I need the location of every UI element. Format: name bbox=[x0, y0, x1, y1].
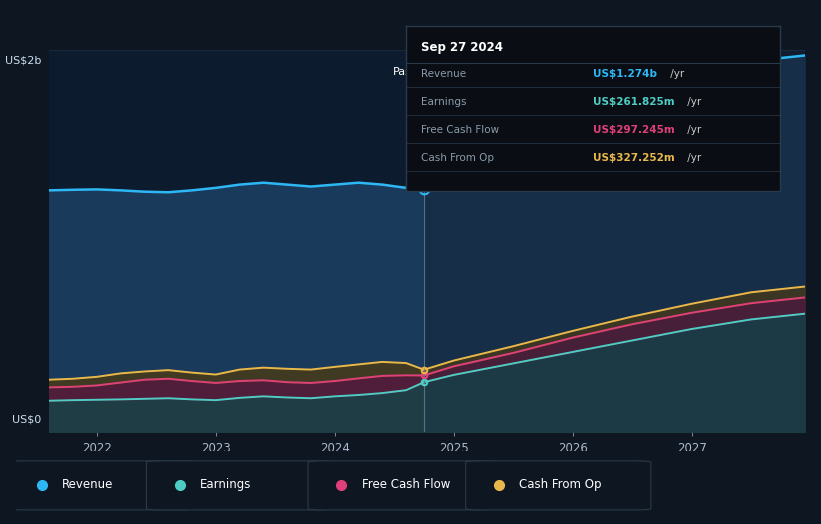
Text: Free Cash Flow: Free Cash Flow bbox=[421, 125, 499, 135]
Text: Revenue: Revenue bbox=[62, 478, 113, 491]
Text: /yr: /yr bbox=[667, 69, 685, 79]
FancyBboxPatch shape bbox=[8, 461, 194, 510]
Text: Past: Past bbox=[393, 67, 416, 77]
Text: /yr: /yr bbox=[684, 153, 701, 163]
Text: Earnings: Earnings bbox=[421, 97, 467, 107]
Text: Cash From Op: Cash From Op bbox=[421, 153, 494, 163]
Text: /yr: /yr bbox=[684, 125, 701, 135]
Text: Analysts Forecasts: Analysts Forecasts bbox=[432, 67, 535, 77]
Text: US$327.252m: US$327.252m bbox=[593, 153, 675, 163]
Text: /yr: /yr bbox=[684, 97, 701, 107]
Text: US$261.825m: US$261.825m bbox=[593, 97, 675, 107]
Text: Revenue: Revenue bbox=[421, 69, 466, 79]
Text: US$2b: US$2b bbox=[5, 56, 42, 66]
Text: Free Cash Flow: Free Cash Flow bbox=[361, 478, 450, 491]
Text: US$0: US$0 bbox=[12, 414, 42, 424]
Text: US$1.274b: US$1.274b bbox=[593, 69, 657, 79]
FancyBboxPatch shape bbox=[146, 461, 332, 510]
Text: Sep 27 2024: Sep 27 2024 bbox=[421, 41, 503, 54]
FancyBboxPatch shape bbox=[466, 461, 651, 510]
FancyBboxPatch shape bbox=[308, 461, 493, 510]
Text: Cash From Op: Cash From Op bbox=[519, 478, 602, 491]
Bar bbox=[424, 50, 805, 432]
Text: Earnings: Earnings bbox=[200, 478, 251, 491]
Text: US$297.245m: US$297.245m bbox=[593, 125, 675, 135]
